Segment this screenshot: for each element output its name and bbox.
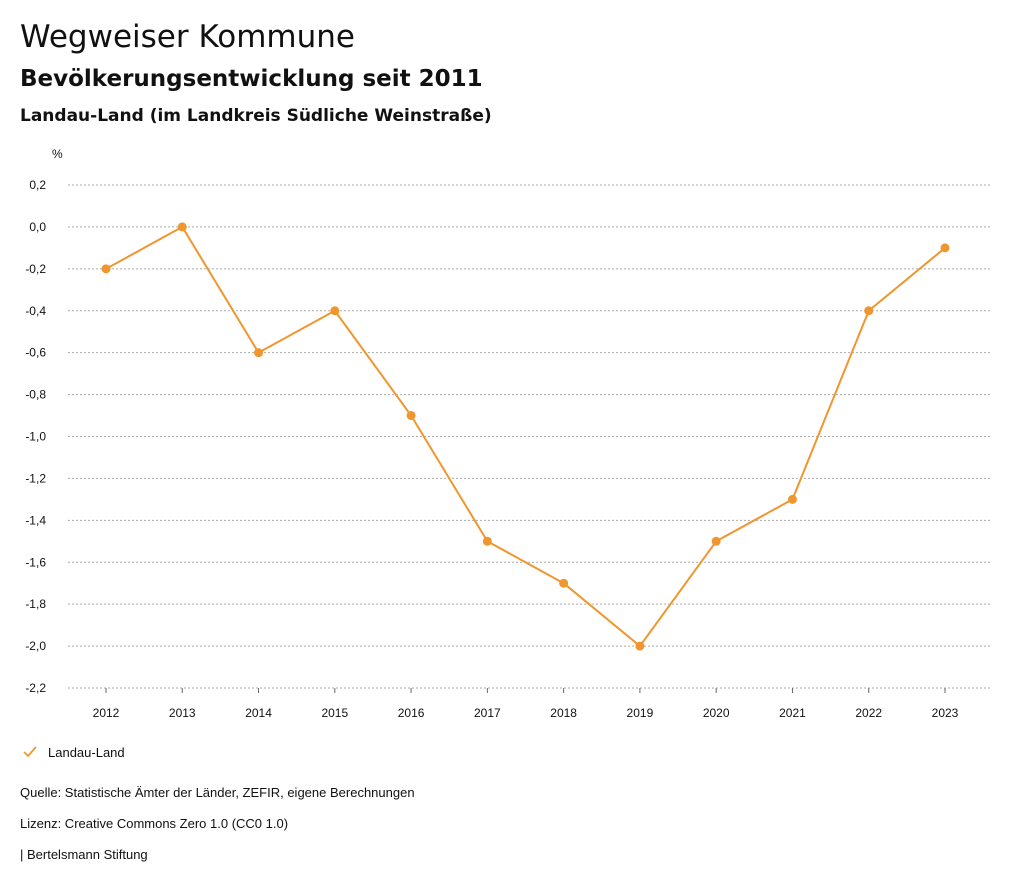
y-tick-label: -1,4 bbox=[25, 513, 46, 527]
x-tick-label: 2017 bbox=[474, 706, 501, 720]
data-point-2021[interactable] bbox=[787, 494, 797, 504]
license-note: Lizenz: Creative Commons Zero 1.0 (CC0 1… bbox=[20, 816, 289, 831]
y-axis-ticks: 0,2 0,0 -0,2 -0,4 -0,6 -0,8 -1,0 -1,2 -1,4 -1,6 -1… bbox=[25, 178, 46, 695]
grid-lines bbox=[68, 184, 990, 689]
y-tick-label: -1,2 bbox=[25, 471, 46, 485]
data-point-2023[interactable] bbox=[940, 243, 950, 253]
x-tick-label: 2015 bbox=[321, 706, 348, 720]
y-tick-label: -0,2 bbox=[25, 262, 46, 276]
series-landau-land bbox=[101, 222, 950, 651]
data-point-2013[interactable] bbox=[177, 222, 187, 232]
y-tick-label: -2,0 bbox=[25, 639, 46, 653]
legend-label: Landau-Land bbox=[48, 744, 125, 760]
y-tick-label: -0,8 bbox=[25, 388, 46, 402]
data-point-2012[interactable] bbox=[101, 264, 111, 274]
data-point-2019[interactable] bbox=[635, 641, 645, 651]
x-tick-label: 2016 bbox=[398, 706, 425, 720]
source-note: Quelle: Statistische Ämter der Länder, Z… bbox=[20, 785, 415, 800]
x-tick-label: 2021 bbox=[779, 706, 806, 720]
x-tick-label: 2022 bbox=[855, 706, 882, 720]
y-tick-label: -2,2 bbox=[25, 681, 46, 695]
checkmark-icon bbox=[22, 744, 38, 760]
x-tick-label: 2020 bbox=[703, 706, 730, 720]
brand-note: | Bertelsmann Stiftung bbox=[20, 847, 148, 862]
y-tick-label: 0,0 bbox=[29, 220, 46, 234]
x-tick-label: 2023 bbox=[932, 706, 959, 720]
chart-subtitle: Bevölkerungsentwicklung seit 2011 bbox=[20, 66, 483, 92]
x-tick-label: 2012 bbox=[93, 706, 120, 720]
y-tick-label: -0,6 bbox=[25, 346, 46, 360]
data-point-2014[interactable] bbox=[254, 348, 264, 358]
data-point-2018[interactable] bbox=[559, 578, 569, 588]
y-tick-label: -1,0 bbox=[25, 430, 46, 444]
line-chart: % 0,2 0,0 -0,2 -0,4 -0,6 -0,8 -1,0 -1,2 -1,4 -1,6… bbox=[25, 147, 990, 720]
x-tick-label: 2018 bbox=[550, 706, 577, 720]
data-point-2017[interactable] bbox=[482, 536, 492, 546]
page-title: Wegweiser Kommune bbox=[20, 19, 355, 55]
region-label: Landau-Land (im Landkreis Südliche Weins… bbox=[20, 106, 492, 126]
y-axis-unit-label: % bbox=[52, 147, 63, 161]
x-tick-label: 2014 bbox=[245, 706, 272, 720]
data-point-2016[interactable] bbox=[406, 411, 416, 421]
data-point-2015[interactable] bbox=[330, 306, 340, 316]
y-tick-label: -0,4 bbox=[25, 304, 46, 318]
x-tick-label: 2019 bbox=[627, 706, 654, 720]
y-tick-label: 0,2 bbox=[29, 178, 46, 192]
y-tick-label: -1,6 bbox=[25, 555, 46, 569]
legend[interactable]: Landau-Land bbox=[22, 744, 125, 760]
x-axis-ticks: 2012 2013 2014 2015 2016 2017 2018 2019 2020 2021… bbox=[93, 688, 959, 720]
x-tick-label: 2013 bbox=[169, 706, 196, 720]
data-point-2020[interactable] bbox=[711, 536, 721, 546]
y-tick-label: -1,8 bbox=[25, 597, 46, 611]
series-line bbox=[105, 225, 946, 648]
data-point-2022[interactable] bbox=[864, 306, 874, 316]
